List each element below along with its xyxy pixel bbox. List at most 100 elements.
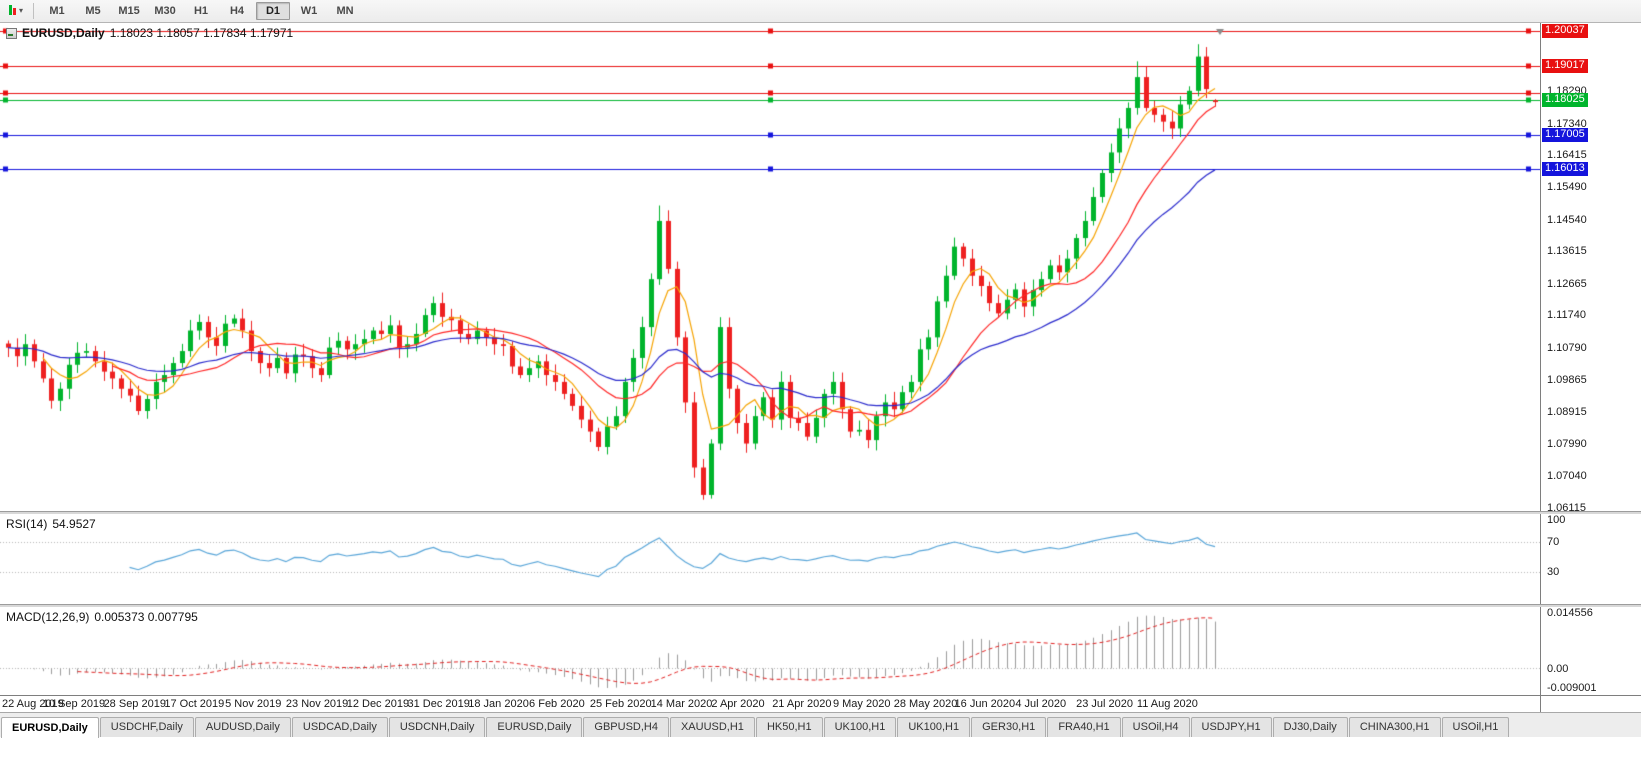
- date-label: 17 Oct 2019: [164, 698, 225, 710]
- price-tick-label: 1.11740: [1547, 309, 1586, 322]
- chart-title: EURUSD,Daily 1.18023 1.18057 1.17834 1.1…: [6, 26, 293, 40]
- date-label: 2 Apr 2020: [711, 698, 765, 710]
- timeframe-button-w1[interactable]: W1: [300, 5, 318, 17]
- price-tick-label: 1.12665: [1547, 277, 1587, 290]
- price-tick-label: 1.15490: [1547, 181, 1587, 194]
- chart-type-button[interactable]: ▾: [4, 0, 28, 22]
- main-chart-panel: EURUSD,Daily 1.18023 1.18057 1.17834 1.1…: [0, 23, 1641, 514]
- chart-tab-fra40-h1[interactable]: FRA40,H1: [1047, 717, 1121, 737]
- rsi-name: RSI(14): [6, 517, 48, 531]
- rsi-tick-label: 70: [1547, 536, 1560, 549]
- chart-tab-eurusd-daily[interactable]: EURUSD,Daily: [486, 717, 583, 737]
- date-label: 6 Feb 2020: [529, 698, 585, 710]
- macd-axis[interactable]: 0.014556 0.00 -0.009001: [1540, 607, 1641, 695]
- macd-values: 0.005373 0.007795: [94, 610, 198, 624]
- chart-tab-hk50-h1[interactable]: HK50,H1: [755, 717, 823, 737]
- chart-tab-uk100-h1[interactable]: UK100,H1: [897, 717, 971, 737]
- timeframe-button-d1[interactable]: D1: [256, 2, 291, 20]
- main-chart-canvas[interactable]: [0, 23, 1540, 511]
- chart-tab-audusd-daily[interactable]: AUDUSD,Daily: [194, 717, 291, 737]
- chart-tab-bar: EURUSD,Daily USDCHF,Daily AUDUSD,Daily USDC…: [0, 712, 1641, 738]
- timeframe-button-h1[interactable]: H1: [193, 5, 209, 17]
- price-tick-label: 1.18290: [1547, 85, 1587, 98]
- date-axis[interactable]: 22 Aug 2019 10 Sep 2019 28 Sep 2019 17 Oct …: [0, 695, 1641, 712]
- rsi-tick-label: 100: [1547, 514, 1566, 526]
- chart-tab-usdjpy-h1[interactable]: USDJPY,H1: [1190, 717, 1272, 737]
- chart-tab-gbpusd-h4[interactable]: GBPUSD,H4: [583, 717, 669, 737]
- chart-tab-usoil-h1[interactable]: USOil,H1: [1441, 717, 1510, 737]
- timeframe-button-mn[interactable]: MN: [336, 5, 354, 17]
- macd-canvas[interactable]: [0, 607, 1540, 695]
- rsi-panel: RSI(14) 54.9527 100 70 30: [0, 514, 1641, 604]
- price-tick-label: 1.07040: [1547, 470, 1587, 483]
- rsi-tick-label: 30: [1547, 565, 1560, 578]
- chart-tab-uk100-h1[interactable]: UK100,H1: [823, 717, 897, 737]
- bottom-strip: [0, 737, 1641, 766]
- date-label: 10 Sep 2019: [42, 698, 106, 710]
- chart-tab-usoil-h4[interactable]: USOil,H4: [1121, 717, 1190, 737]
- hline-price-tag[interactable]: 1.16013: [1542, 162, 1588, 177]
- rsi-value: 54.9527: [52, 517, 96, 531]
- date-label: 31 Dec 2019: [407, 698, 470, 710]
- date-label: 28 Sep 2019: [103, 698, 166, 710]
- panel-splitter[interactable]: [0, 604, 1641, 607]
- rsi-canvas[interactable]: [0, 514, 1540, 604]
- macd-panel: MACD(12,26,9) 0.005373 0.007795 0.014556…: [0, 607, 1641, 695]
- date-axis-corner: [1540, 696, 1641, 712]
- macd-tick-label: 0.014556: [1547, 607, 1593, 619]
- chart-tab-dj30-daily[interactable]: DJ30,Daily: [1272, 717, 1348, 737]
- toolbar-separator: [33, 3, 35, 19]
- chart-symbol-label: EURUSD,Daily: [22, 26, 105, 40]
- date-label: 9 May 2020: [832, 698, 891, 710]
- hline-price-tag[interactable]: 1.19017: [1542, 59, 1588, 74]
- date-label: 23 Jul 2020: [1076, 698, 1133, 710]
- price-tick-label: 1.10790: [1547, 341, 1587, 354]
- date-label: 14 Mar 2020: [650, 698, 713, 710]
- macd-tick-label: 0.00: [1547, 662, 1569, 675]
- chart-title-icon: [6, 27, 17, 39]
- price-tick-label: 1.17340: [1547, 117, 1587, 130]
- chart-tab-xauusd-h1[interactable]: XAUUSD,H1: [669, 717, 755, 737]
- rsi-axis[interactable]: 100 70 30: [1540, 514, 1641, 604]
- date-label: 21 Apr 2020: [772, 698, 832, 710]
- rsi-label: RSI(14) 54.9527: [6, 517, 96, 531]
- price-tick-label: 1.16415: [1547, 149, 1587, 162]
- chart-tab-ger30-h1[interactable]: GER30,H1: [971, 717, 1047, 737]
- panel-splitter[interactable]: [0, 511, 1641, 514]
- timeframe-button-m5[interactable]: M5: [85, 5, 101, 17]
- timeframe-button-m15[interactable]: M15: [118, 5, 140, 17]
- price-tick-label: 1.14540: [1547, 213, 1587, 226]
- timeframe-toolbar: ▾ M1 M5 M15 M30 H1 H4 D1 W1 MN: [0, 0, 1641, 23]
- chart-tab-usdchf-daily[interactable]: USDCHF,Daily: [99, 717, 194, 737]
- chart-tab-usdcad-daily[interactable]: USDCAD,Daily: [291, 717, 388, 737]
- date-label: 11 Aug 2020: [1136, 698, 1198, 710]
- date-label: 25 Feb 2020: [589, 698, 652, 710]
- chart-ohlc-quote: 1.18023 1.18057 1.17834 1.17971: [109, 26, 294, 40]
- hline-price-tag[interactable]: 1.17005: [1542, 128, 1588, 143]
- hline-price-tag[interactable]: 1.18025: [1542, 93, 1588, 108]
- timeframe-button-h4[interactable]: H4: [229, 5, 245, 17]
- macd-label: MACD(12,26,9) 0.005373 0.007795: [6, 610, 198, 624]
- timeframe-button-m1[interactable]: M1: [49, 5, 65, 17]
- date-label: 28 May 2020: [893, 698, 958, 710]
- macd-name: MACD(12,26,9): [6, 610, 90, 624]
- price-tick-label: 1.08915: [1547, 406, 1587, 419]
- date-label: 5 Nov 2019: [225, 698, 282, 710]
- date-label: 4 Jul 2020: [1015, 698, 1067, 710]
- date-label: 18 Jan 2020: [468, 698, 529, 710]
- chart-tab-usdcnh-daily[interactable]: USDCNH,Daily: [388, 717, 486, 737]
- date-label: 22 Aug 2019: [2, 698, 64, 710]
- timeframe-buttons: M1 M5 M15 M30 H1 H4 D1 W1 MN: [39, 2, 363, 20]
- macd-tick-label: -0.009001: [1547, 682, 1597, 694]
- candlestick-chart-icon: [9, 2, 17, 20]
- hline-price-tag[interactable]: 1.20037: [1542, 24, 1588, 39]
- chart-tab-china300-h1[interactable]: CHINA300,H1: [1348, 717, 1441, 737]
- date-label: 16 Jun 2020: [954, 698, 1016, 710]
- price-axis[interactable]: 1.18290 1.17340 1.16415 1.15490 1.14540 1.136…: [1540, 23, 1641, 514]
- date-label: 23 Nov 2019: [285, 698, 349, 710]
- chart-tab-eurusd-daily-active[interactable]: EURUSD,Daily: [1, 717, 99, 738]
- timeframe-button-m30[interactable]: M30: [154, 5, 176, 17]
- price-tick-label: 1.09865: [1547, 373, 1587, 386]
- price-tick-label: 1.07990: [1547, 437, 1587, 450]
